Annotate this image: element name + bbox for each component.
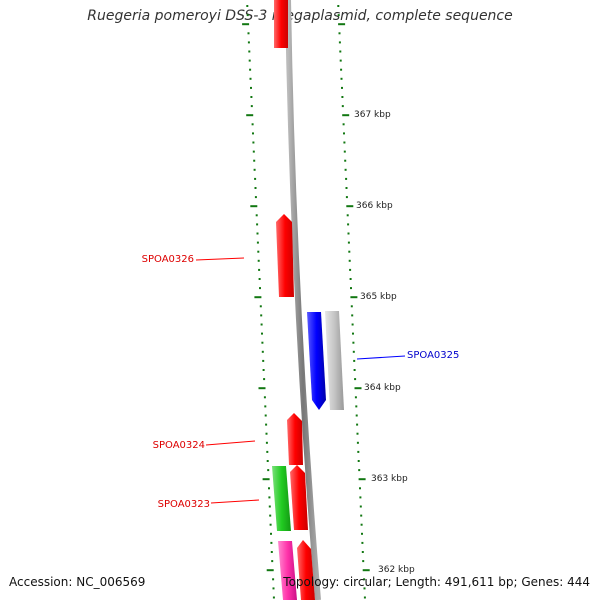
gene-feature-spoa0325-neighbor[interactable] <box>325 311 344 410</box>
gene-label-spoa0324[interactable]: SPOA0324 <box>153 440 205 451</box>
gene-label-spoa0326[interactable]: SPOA0326 <box>142 254 194 265</box>
tick-label-362kbp: 362 kbp <box>378 565 415 575</box>
outer-ruler <box>337 5 370 599</box>
leader-spoa0326 <box>195 257 245 261</box>
gene-feature-spoa0323[interactable] <box>290 465 308 530</box>
gene-feature-pink[interactable] <box>278 541 297 600</box>
leader-spoa0325 <box>356 355 406 360</box>
gene-feature-spoa0324[interactable] <box>287 413 303 465</box>
tick-label-366kbp: 366 kbp <box>356 201 393 211</box>
backbone-track <box>285 0 321 600</box>
tick-label-365kbp: 365 kbp <box>360 292 397 302</box>
gene-label-spoa0325[interactable]: SPOA0325 <box>407 350 459 361</box>
topology-text: Topology: circular; Length: 491,611 bp; … <box>283 575 590 589</box>
leader-spoa0323 <box>210 499 260 504</box>
accession-text: Accession: NC_006569 <box>9 575 146 589</box>
tick-label-367kbp: 367 kbp <box>354 110 391 120</box>
map-title: Ruegeria pomeroyi DSS-3 megaplasmid, com… <box>87 8 513 24</box>
gene-label-spoa0323[interactable]: SPOA0323 <box>158 499 210 510</box>
gene-feature-spoa0323-green[interactable] <box>272 466 291 531</box>
gene-feature-bottom[interactable] <box>297 540 315 600</box>
inner-ruler <box>242 5 275 599</box>
tick-label-363kbp: 363 kbp <box>371 474 408 484</box>
gene-feature-spoa0326[interactable] <box>276 214 294 297</box>
leader-spoa0324 <box>205 440 256 446</box>
gene-feature-spoa0325[interactable] <box>307 312 326 410</box>
gene-feature-top[interactable] <box>274 0 288 48</box>
tick-label-364kbp: 364 kbp <box>364 383 401 393</box>
